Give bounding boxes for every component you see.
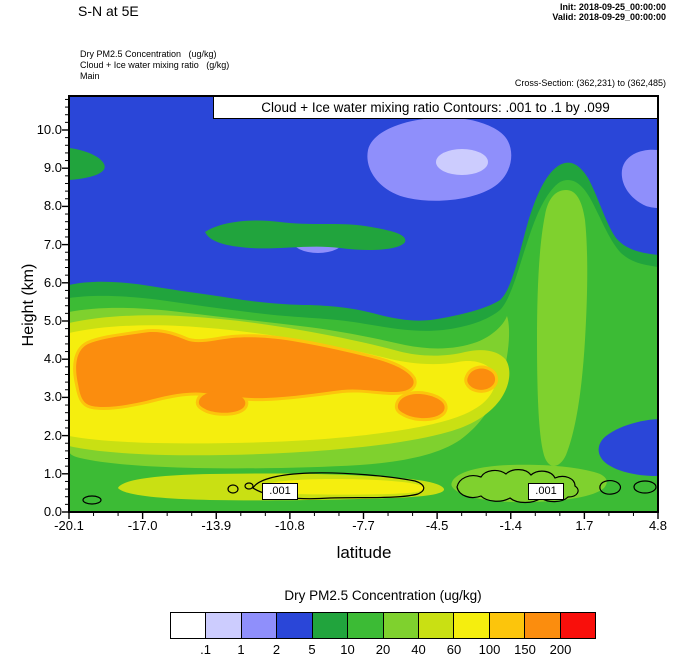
colorbar-cell xyxy=(311,613,348,638)
cloud-ice-contour xyxy=(252,472,425,500)
colorbar-tick-label: .1 xyxy=(200,642,211,657)
y-tick-label: 4.0 xyxy=(43,351,62,367)
colorbar-cell xyxy=(347,613,383,638)
cloud-ice-contour xyxy=(456,469,579,504)
contour-fill-region xyxy=(397,394,445,419)
cloud-ice-contour xyxy=(227,484,239,494)
contour-fill-region xyxy=(205,220,406,250)
contour-fill-region xyxy=(262,479,424,495)
x-tick-label: -17.0 xyxy=(127,518,158,533)
colorbar-tick-label: 60 xyxy=(446,642,462,657)
x-tick-label: -7.7 xyxy=(352,518,375,533)
colorbar-cell xyxy=(171,613,206,638)
y-tick-label: 5.0 xyxy=(43,313,62,328)
y-tick-label: 3.0 xyxy=(43,389,62,405)
contour-value-label: .001 xyxy=(528,483,564,500)
contour-fill-region xyxy=(76,331,414,408)
colorbar-cell xyxy=(205,613,241,638)
colorbar xyxy=(170,612,596,639)
cross-section-coords: Cross-Section: (362,231) to (362,485) xyxy=(514,78,666,88)
colorbar-cell xyxy=(453,613,489,638)
colorbar-tick-label: 10 xyxy=(340,642,355,657)
x-tick-label: -13.9 xyxy=(201,518,232,533)
contour-fill-region xyxy=(198,391,246,413)
colorbar-cell xyxy=(240,613,277,638)
colorbar-tick-label: 40 xyxy=(411,642,426,657)
contour-fill-region xyxy=(436,149,488,175)
colorbar-cell xyxy=(382,613,418,638)
contour-fill-field xyxy=(69,96,658,512)
y-tick-label: 8.0 xyxy=(43,198,62,214)
field-label-cloud-ice: Cloud + Ice water mixing ratio (g/kg) xyxy=(80,60,230,70)
y-tick-label: 0.0 xyxy=(43,504,62,519)
colorbar-tick-label: 20 xyxy=(375,642,391,657)
colorbar-cell xyxy=(417,613,454,638)
contour-fill-region xyxy=(69,148,105,180)
y-tick-label: 9.0 xyxy=(43,160,62,176)
x-tick-label: 4.8 xyxy=(648,518,668,533)
contour-fill-region xyxy=(537,190,588,466)
init-timestamp: Init: 2018-09-25_00:00:00 xyxy=(559,2,666,12)
field-label-pm25: Dry PM2.5 Concentration (ug/kg) xyxy=(80,49,217,59)
axis-ticks xyxy=(62,98,659,519)
x-tick-label: -10.8 xyxy=(275,518,305,533)
contour-value-label: .001 xyxy=(262,483,298,500)
colorbar-tick-label: 1 xyxy=(237,642,245,657)
x-tick-label: -20.1 xyxy=(54,518,84,533)
contour-fill-region xyxy=(598,419,658,476)
cloud-ice-contour-lines xyxy=(82,469,657,505)
x-tick-label: 1.7 xyxy=(575,518,594,533)
x-tick-label: -1.4 xyxy=(499,518,522,533)
colorbar-tick-label: 100 xyxy=(478,642,501,657)
cloud-ice-contour xyxy=(82,495,102,505)
colorbar-cell xyxy=(276,613,312,638)
colorbar-tick-label: 2 xyxy=(272,642,281,657)
cloud-ice-contour xyxy=(244,482,254,490)
page-title: S-N at 5E xyxy=(78,3,139,19)
colorbar-tick-label: 200 xyxy=(549,642,572,657)
colorbar-title: Dry PM2.5 Concentration (ug/kg) xyxy=(284,588,482,603)
contour-fill-region xyxy=(467,368,496,390)
x-axis-label: latitude xyxy=(336,543,392,562)
cloud-ice-contour xyxy=(633,480,657,494)
colorbar-tick-label: 150 xyxy=(514,642,536,657)
x-tick-label: -4.5 xyxy=(425,518,449,533)
field-label-domain: Main xyxy=(80,71,100,81)
y-tick-label: 2.0 xyxy=(43,427,62,443)
colorbar-cell xyxy=(524,613,560,638)
y-tick-label: 7.0 xyxy=(43,236,62,252)
cloud-ice-contour xyxy=(599,480,622,495)
y-tick-label: 6.0 xyxy=(43,274,62,290)
y-tick-label: 10.0 xyxy=(36,122,62,137)
valid-timestamp: Valid: 2018-09-29_00:00:00 xyxy=(552,12,666,22)
colorbar-tick-label: 5 xyxy=(308,642,316,657)
colorbar-cell xyxy=(559,613,596,638)
y-tick-label: 1.0 xyxy=(43,465,62,481)
plot-title-box: Cloud + Ice water mixing ratio Contours:… xyxy=(213,96,658,119)
contour-fill-region xyxy=(621,149,658,208)
colorbar-cell xyxy=(488,613,525,638)
